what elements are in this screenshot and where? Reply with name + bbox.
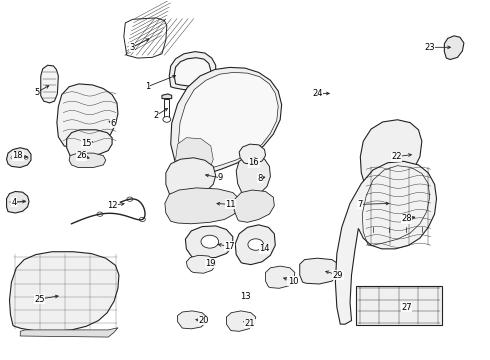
Circle shape (97, 212, 103, 216)
Polygon shape (165, 188, 239, 224)
Text: 6: 6 (110, 119, 116, 128)
Text: 1: 1 (145, 82, 150, 91)
Text: 20: 20 (198, 316, 209, 325)
Text: 9: 9 (218, 174, 223, 183)
Text: 19: 19 (205, 259, 216, 268)
Polygon shape (300, 258, 339, 284)
Text: 16: 16 (248, 158, 259, 167)
Polygon shape (226, 311, 256, 331)
Text: 27: 27 (401, 303, 412, 312)
Polygon shape (124, 18, 167, 58)
Polygon shape (174, 58, 211, 86)
Text: 3: 3 (129, 43, 134, 52)
Circle shape (18, 156, 22, 159)
Text: 5: 5 (35, 87, 40, 96)
Text: 13: 13 (240, 292, 250, 301)
Text: 28: 28 (401, 214, 412, 223)
Text: 23: 23 (424, 43, 435, 52)
Bar (356, 286, 442, 325)
Polygon shape (162, 94, 172, 99)
Polygon shape (178, 72, 278, 173)
Bar (368, 204, 427, 227)
Polygon shape (6, 192, 29, 213)
Polygon shape (20, 328, 118, 337)
Polygon shape (185, 226, 233, 258)
Polygon shape (57, 84, 118, 148)
Polygon shape (360, 120, 422, 188)
Circle shape (127, 197, 133, 201)
Polygon shape (335, 161, 437, 324)
Polygon shape (239, 144, 266, 164)
Polygon shape (41, 65, 58, 103)
Polygon shape (168, 189, 236, 222)
Text: 29: 29 (333, 270, 343, 279)
Polygon shape (266, 266, 295, 288)
Circle shape (163, 117, 171, 122)
Text: 7: 7 (357, 200, 363, 209)
Polygon shape (69, 153, 106, 167)
Text: 4: 4 (12, 198, 17, 207)
Circle shape (11, 156, 15, 159)
Polygon shape (9, 252, 119, 331)
Text: 25: 25 (34, 294, 45, 303)
Circle shape (248, 239, 264, 250)
Text: 8: 8 (257, 174, 262, 183)
Text: 26: 26 (76, 151, 87, 160)
Text: 22: 22 (391, 152, 402, 161)
Polygon shape (6, 148, 31, 167)
Text: 2: 2 (153, 111, 159, 120)
Text: 12: 12 (107, 201, 117, 210)
Polygon shape (169, 51, 216, 90)
Text: 17: 17 (224, 242, 235, 251)
Polygon shape (171, 67, 282, 177)
Polygon shape (175, 138, 213, 177)
Polygon shape (67, 130, 112, 157)
Polygon shape (166, 158, 216, 196)
Text: 21: 21 (245, 319, 255, 328)
Polygon shape (235, 225, 275, 265)
Text: 15: 15 (81, 139, 92, 148)
Polygon shape (186, 255, 216, 273)
Text: 14: 14 (259, 244, 270, 253)
Text: 24: 24 (312, 89, 322, 98)
Circle shape (24, 156, 28, 159)
Polygon shape (236, 156, 270, 197)
Text: 10: 10 (288, 276, 298, 285)
Bar (164, 99, 169, 118)
Polygon shape (177, 311, 207, 329)
Text: 11: 11 (225, 200, 236, 209)
Text: 18: 18 (12, 151, 23, 160)
Circle shape (201, 235, 219, 248)
Polygon shape (234, 190, 274, 222)
Polygon shape (444, 36, 464, 59)
Circle shape (140, 217, 146, 221)
